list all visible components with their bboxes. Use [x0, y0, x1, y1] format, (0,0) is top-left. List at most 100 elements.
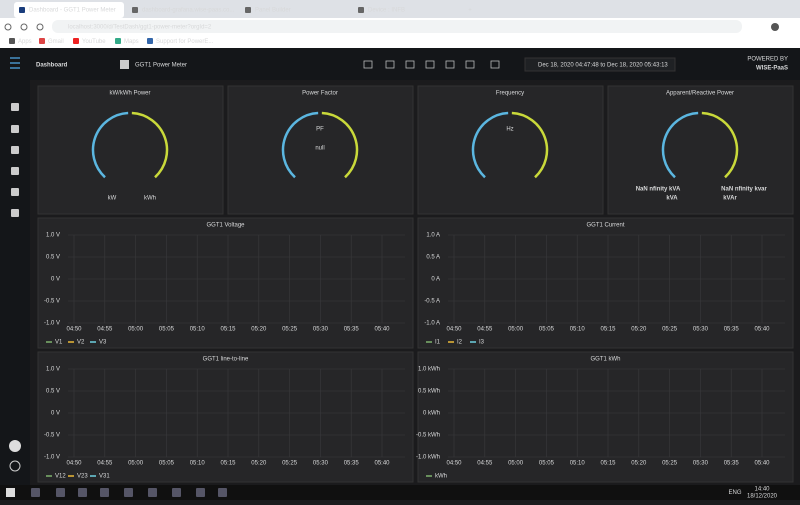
x-tick-label: 05:00: [128, 327, 144, 333]
tab[interactable]: [240, 2, 350, 18]
gauge-panel: [417, 85, 604, 215]
dashboard-title[interactable]: GGT1 Power Meter: [135, 63, 187, 69]
x-tick-label: 05:15: [600, 327, 616, 333]
logo[interactable]: Dashboard: [36, 63, 68, 69]
gauge-label: Hz: [506, 127, 513, 133]
sidebar-icon[interactable]: [11, 146, 19, 154]
taskbar-icon[interactable]: [100, 488, 109, 497]
gauge-label: kVAr: [723, 196, 737, 202]
user-avatar[interactable]: [9, 440, 21, 452]
tab-title: Panel Builder: [255, 8, 291, 14]
sidebar-icon[interactable]: [11, 188, 19, 196]
tab[interactable]: [353, 2, 463, 18]
bookmark[interactable]: Gmail: [48, 39, 64, 45]
x-tick-label: 05:40: [374, 327, 390, 333]
legend-label[interactable]: I3: [479, 340, 485, 346]
clock-time: 14:40: [754, 487, 770, 493]
taskbar-icon[interactable]: [78, 488, 87, 497]
taskbar-icon[interactable]: [148, 488, 157, 497]
gauge-arc: [471, 111, 509, 179]
x-tick-label: 05:20: [251, 327, 267, 333]
tab-icon: [245, 7, 251, 13]
gauge-panel: [607, 85, 794, 215]
url-bar[interactable]: [52, 20, 742, 33]
legend-label[interactable]: V23: [77, 474, 88, 480]
taskbar-icon[interactable]: [31, 488, 40, 497]
taskbar-icon[interactable]: [196, 488, 205, 497]
nav-button[interactable]: [36, 23, 44, 31]
new-tab[interactable]: +: [468, 8, 472, 14]
sidebar-icon[interactable]: [11, 167, 19, 175]
toolbar-button[interactable]: [490, 60, 500, 69]
toolbar-button[interactable]: [405, 60, 415, 69]
legend-label[interactable]: V3: [99, 340, 107, 346]
x-tick-label: 05:10: [190, 327, 206, 333]
toolbar-button[interactable]: [465, 60, 475, 69]
bookmark[interactable]: Apps: [18, 39, 32, 45]
gauge-label: NaN nfinity kvar: [721, 187, 767, 193]
x-tick-label: 05:05: [159, 327, 175, 333]
panel-title: GGT1 line-to-line: [203, 357, 249, 363]
gauge-label: null: [315, 146, 324, 152]
tab[interactable]: [127, 2, 237, 18]
taskbar-icon[interactable]: [218, 488, 227, 497]
bookmark-icon: [39, 38, 45, 44]
legend-label[interactable]: I2: [457, 340, 463, 346]
x-tick-label: 05:40: [754, 327, 770, 333]
legend-label[interactable]: I1: [435, 340, 441, 346]
bookmark[interactable]: Support for PowerE...: [156, 39, 214, 45]
help-icon[interactable]: [9, 460, 21, 472]
sidebar-icon[interactable]: [11, 125, 19, 133]
sidebar: [0, 80, 30, 485]
taskbar: [0, 485, 800, 500]
start-button[interactable]: [6, 488, 15, 497]
sidebar-icon[interactable]: [11, 209, 19, 217]
x-tick-label: 04:55: [477, 327, 493, 333]
bookmark-icon: [73, 38, 79, 44]
time-picker[interactable]: [524, 57, 676, 72]
gauge-label: kW: [108, 196, 117, 202]
taskbar-icon[interactable]: [124, 488, 133, 497]
gauge-label: kVA: [666, 196, 678, 202]
toolbar-button[interactable]: [425, 60, 435, 69]
x-tick-label: 05:35: [724, 461, 740, 467]
sidebar-icon[interactable]: [11, 103, 19, 111]
x-tick-label: 04:50: [446, 327, 462, 333]
taskbar-icon[interactable]: [56, 488, 65, 497]
toolbar-button[interactable]: [363, 60, 373, 69]
x-tick-label: 04:50: [66, 327, 82, 333]
bookmark[interactable]: YouTube: [82, 39, 106, 45]
bookmark-icon: [147, 38, 153, 44]
gauge-arc: [321, 111, 359, 179]
toolbar-button[interactable]: [385, 60, 395, 69]
x-tick-label: 05:30: [313, 461, 329, 467]
tab[interactable]: [14, 2, 124, 18]
taskbar-icon[interactable]: [172, 488, 181, 497]
nav-button[interactable]: [20, 23, 28, 31]
legend-label[interactable]: V12: [55, 474, 66, 480]
profile[interactable]: [771, 23, 779, 31]
x-tick-label: 05:25: [282, 327, 298, 333]
y-tick-label: 0.5 V: [46, 255, 60, 261]
y-tick-label: 0.5 V: [46, 389, 60, 395]
url: localhost:3000/d/TestDash/ggt1-power-met…: [68, 25, 212, 31]
bookmark[interactable]: Maps: [124, 39, 139, 45]
toolbar-button[interactable]: [445, 60, 455, 69]
x-tick-label: 05:25: [662, 327, 678, 333]
x-tick-label: 05:25: [282, 461, 298, 467]
gauge-arc: [511, 111, 549, 179]
x-tick-label: 05:15: [600, 461, 616, 467]
nav-button[interactable]: [4, 23, 12, 31]
tab-icon: [358, 7, 364, 13]
x-tick-label: 05:30: [693, 461, 709, 467]
x-tick-label: 04:50: [446, 461, 462, 467]
x-tick-label: 05:05: [539, 461, 555, 467]
legend-label[interactable]: V31: [99, 474, 110, 480]
graph-panel: [37, 351, 414, 483]
legend-label[interactable]: V1: [55, 340, 63, 346]
legend-label[interactable]: V2: [77, 340, 85, 346]
x-tick-label: 05:15: [220, 327, 236, 333]
legend-label[interactable]: kWh: [435, 474, 447, 480]
x-tick-label: 04:55: [477, 461, 493, 467]
